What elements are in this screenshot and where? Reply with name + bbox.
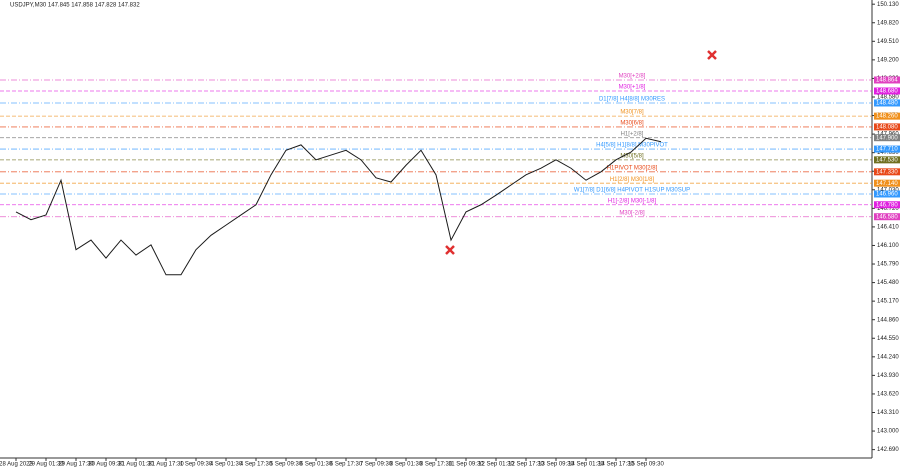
x-tick-label: 31 Aug 01:30 xyxy=(118,462,154,468)
y-tick-label: 145.170 xyxy=(877,299,899,305)
x-tick-label: 4 Sep 17:30 xyxy=(240,462,273,468)
level-label: M30[+1/8] xyxy=(619,85,646,91)
level-tag: 148.480 xyxy=(876,101,898,107)
y-tick-label: 142.690 xyxy=(877,447,899,453)
level-tag-bg xyxy=(874,76,900,84)
x-tick-label: 4 Sep 01:30 xyxy=(210,462,243,468)
level-label: H1[2/8] M30[1/8] xyxy=(610,177,655,183)
x-tick-label: 5 Sep 09:30 xyxy=(270,462,303,468)
level-tag: 147.710 xyxy=(876,147,898,153)
level-label: M30[+2/8] xyxy=(619,74,646,80)
level-tag: 147.330 xyxy=(876,169,898,175)
x-tick-label: 28 Aug 2023 xyxy=(0,462,34,468)
level-tag: 146.780 xyxy=(876,202,898,208)
level-tag-bg xyxy=(874,123,900,131)
y-tick-label: 148.580 xyxy=(877,95,899,101)
level-tag: 147.900 xyxy=(876,135,898,141)
x-tick-label: 1 Sep 09:30 xyxy=(180,462,213,468)
price-line xyxy=(15,137,662,276)
level-tag: 147.140 xyxy=(876,181,898,187)
level-label: H1PIVOT M30[2/8] xyxy=(607,165,658,171)
level-tag: 146.960 xyxy=(876,192,898,198)
y-tick-label: 147.650 xyxy=(877,150,899,156)
x-tick-label: 29 Aug 17:30 xyxy=(58,462,94,468)
level-label: H1[-2/8] M30[-1/8] xyxy=(608,198,657,204)
y-tick-label: 143.930 xyxy=(877,373,899,379)
y-tick-label: 144.240 xyxy=(877,354,899,360)
level-tag-bg xyxy=(874,168,900,176)
x-tick-label: 30 Aug 09:30 xyxy=(88,462,124,468)
level-tag: 148.260 xyxy=(876,114,898,120)
y-tick-label: 143.000 xyxy=(877,429,899,435)
x-tick-label: 12 Sep 01:30 xyxy=(478,462,514,468)
level-tag-bg xyxy=(874,213,900,221)
x-tick-label: 31 Aug 17:30 xyxy=(148,462,184,468)
x-tick-label: 14 Sep 01:30 xyxy=(568,462,604,468)
x-tick-label: 12 Sep 17:30 xyxy=(508,462,544,468)
y-tick-label: 146.410 xyxy=(877,224,899,230)
x-tick-label: 11 Sep 09:30 xyxy=(448,462,484,468)
y-tick-label: 146.720 xyxy=(877,206,899,212)
y-tick-label: 147.030 xyxy=(877,187,899,193)
x-tick-label: 8 Sep 17:30 xyxy=(420,462,453,468)
level-label: M30[7/8] xyxy=(620,110,644,116)
level-tag-bg xyxy=(874,145,900,153)
x-tick-label: 6 Sep 01:30 xyxy=(300,462,333,468)
level-tag: 148.864 xyxy=(876,78,898,84)
x-tick-label: 6 Sep 17:30 xyxy=(330,462,363,468)
y-tick-label: 149.200 xyxy=(877,57,899,63)
y-tick-label: 150.130 xyxy=(877,2,899,8)
cross-mark xyxy=(445,50,717,255)
level-tag-bg xyxy=(874,112,900,120)
y-tick-label: 145.790 xyxy=(877,262,899,268)
y-tick-label: 145.480 xyxy=(877,280,899,286)
y-tick-label: 144.860 xyxy=(877,317,899,323)
y-tick-label: 149.820 xyxy=(877,20,899,26)
level-label: M30[5/8] xyxy=(620,153,644,159)
y-tick-label: 149.510 xyxy=(877,39,899,45)
x-tick-label: 29 Aug 01:30 xyxy=(28,462,64,468)
level-tag: 148.680 xyxy=(876,89,898,95)
level-tag-bg xyxy=(874,134,900,142)
level-tag-bg xyxy=(874,87,900,95)
level-label: M30[-2/8] xyxy=(619,210,645,216)
level-label: M30[6/8] xyxy=(620,121,644,127)
chart-title: USDJPY,M30 147.845 147.858 147.828 147.8… xyxy=(10,3,140,9)
level-tag-bg xyxy=(874,179,900,187)
level-tag: 147.530 xyxy=(876,157,898,163)
level-tag-bg xyxy=(874,190,900,198)
level-tag-bg xyxy=(874,201,900,209)
x-tick-label: 13 Sep 09:30 xyxy=(538,462,574,468)
level-tag: 146.580 xyxy=(876,214,898,220)
x-tick-label: 14 Sep 17:30 xyxy=(598,462,634,468)
level-tag-bg xyxy=(874,99,900,107)
level-label: H4[5/8] H1[8/8] M30PIVOT xyxy=(596,143,668,149)
y-tick-label: 143.310 xyxy=(877,410,899,416)
level-tag-bg xyxy=(874,156,900,164)
x-tick-label: 7 Sep 09:30 xyxy=(360,462,393,468)
x-tick-label: 8 Sep 01:30 xyxy=(390,462,423,468)
level-label: D1[7/8] H4[8/8] M30RES xyxy=(599,97,665,103)
y-tick-label: 144.550 xyxy=(877,336,899,342)
level-label: H1[+2/8] xyxy=(621,131,644,137)
y-tick-label: 143.620 xyxy=(877,392,899,398)
y-tick-label: 146.100 xyxy=(877,243,899,249)
level-label: W1[7/8] D1[6/8] H4PIVOT H1SUP M30SUP xyxy=(574,188,690,194)
level-tag: 148.080 xyxy=(876,125,898,131)
x-tick-label: 15 Sep 09:30 xyxy=(628,462,664,468)
